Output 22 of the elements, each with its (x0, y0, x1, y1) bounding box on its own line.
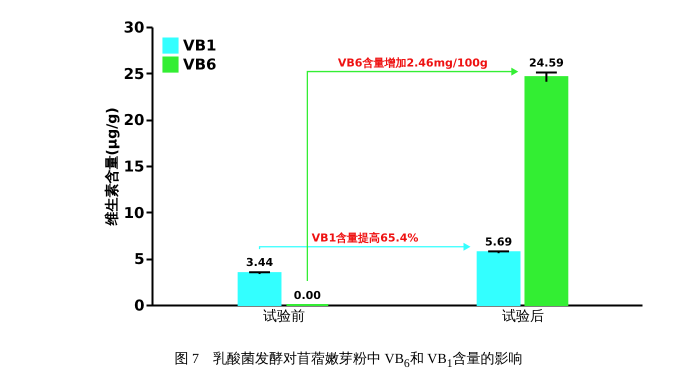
y-tick-label: 25 (124, 64, 144, 83)
annotation: VB6含量增加2.46mg/100g (338, 56, 488, 70)
y-tick-label: 15 (124, 158, 144, 176)
bar (524, 76, 568, 306)
y-tick-label: 20 (124, 111, 144, 130)
x-tick-label: 试验前 (262, 308, 305, 324)
data-label: 3.44 (246, 256, 274, 270)
legend-label: VB1 (183, 36, 216, 54)
y-axis-title: 维生素含量(μg/g) (104, 107, 121, 227)
bar (476, 251, 520, 306)
data-label: 24.59 (528, 56, 564, 70)
y-tick-label: 30 (124, 18, 144, 36)
y-tick-label: 0 (134, 296, 144, 314)
x-tick-label: 试验后 (502, 308, 544, 324)
text: 图 7 乳酸菌发酵对苜蓿嫩芽粉中 VB$_{6}$和 VB$_{1}$含量的影响 (173, 350, 524, 370)
y-tick-label: 10 (124, 204, 144, 222)
data-label: 0.00 (294, 289, 322, 302)
y-tick-label: 5 (134, 250, 144, 268)
legend-label: VB6 (183, 56, 216, 74)
data-label: 5.69 (485, 235, 512, 248)
annotation: VB1含量提高65.4% (312, 232, 418, 245)
bar (238, 272, 282, 306)
